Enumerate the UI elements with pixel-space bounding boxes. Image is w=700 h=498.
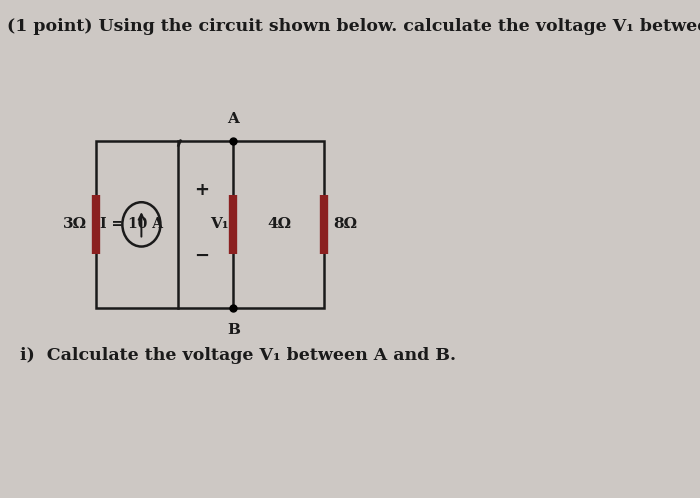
Text: i)  Calculate the voltage V₁ between A and B.: i) Calculate the voltage V₁ between A an…: [20, 348, 456, 365]
Text: 4Ω: 4Ω: [267, 218, 291, 232]
Text: (1 point) Using the circuit shown below. calculate the voltage V₁ between A and : (1 point) Using the circuit shown below.…: [7, 17, 700, 34]
Text: A: A: [228, 112, 239, 126]
Text: +: +: [194, 181, 209, 199]
Text: 8Ω: 8Ω: [333, 218, 357, 232]
Text: I = 10 A: I = 10 A: [100, 218, 163, 232]
Text: V₁: V₁: [210, 218, 229, 232]
Text: −: −: [194, 248, 209, 265]
Text: 3Ω: 3Ω: [64, 218, 88, 232]
Text: B: B: [227, 323, 240, 337]
Bar: [96, 140, 325, 308]
